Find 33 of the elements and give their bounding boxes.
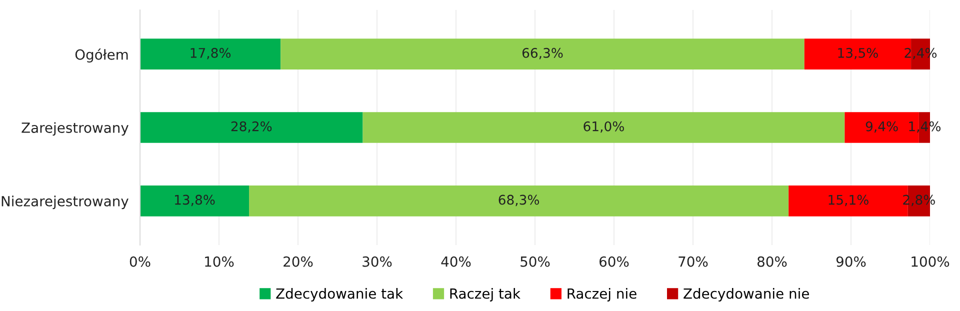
data-label: 28,2% [231, 121, 272, 133]
legend-label: Zdecydowanie tak [276, 288, 404, 302]
y-tick-label: Zarejestrowany [22, 122, 128, 136]
y-tick-label: Niezarejestrowany [2, 196, 128, 210]
data-label: 15,1% [828, 194, 868, 206]
data-label: 17,8% [190, 48, 231, 60]
y-tick-label: Ogółem [75, 48, 128, 63]
x-tick-label: 20% [284, 256, 313, 267]
data-label: 61,0% [584, 121, 624, 133]
x-tick-label: 30% [362, 256, 392, 267]
x-tick-label: 100% [912, 256, 950, 267]
data-label: 9,4% [866, 121, 898, 133]
bar [249, 186, 789, 216]
x-tick-label: 60% [600, 256, 629, 267]
legend-label: Raczej nie [568, 288, 636, 302]
bar [140, 186, 250, 216]
x-tick-label: 10% [205, 256, 234, 267]
bar [280, 38, 804, 70]
bar [140, 38, 281, 70]
legend-label: Zdecydowanie nie [684, 288, 809, 302]
bar [140, 112, 363, 143]
data-label: 66,3% [522, 48, 563, 60]
x-tick-label: 70% [678, 256, 708, 267]
x-tick-label: 80% [758, 256, 787, 267]
x-tick-label: 40% [441, 256, 471, 267]
legend-label: Raczej tak [450, 288, 520, 302]
x-tick-label: 90% [836, 256, 866, 267]
data-label: 13,8% [175, 194, 215, 206]
data-label: 13,5% [838, 48, 878, 60]
data-label: 68,3% [498, 194, 540, 206]
x-tick-label: 50% [520, 256, 550, 267]
x-tick-label: 0% [130, 256, 150, 267]
bar [362, 112, 845, 143]
